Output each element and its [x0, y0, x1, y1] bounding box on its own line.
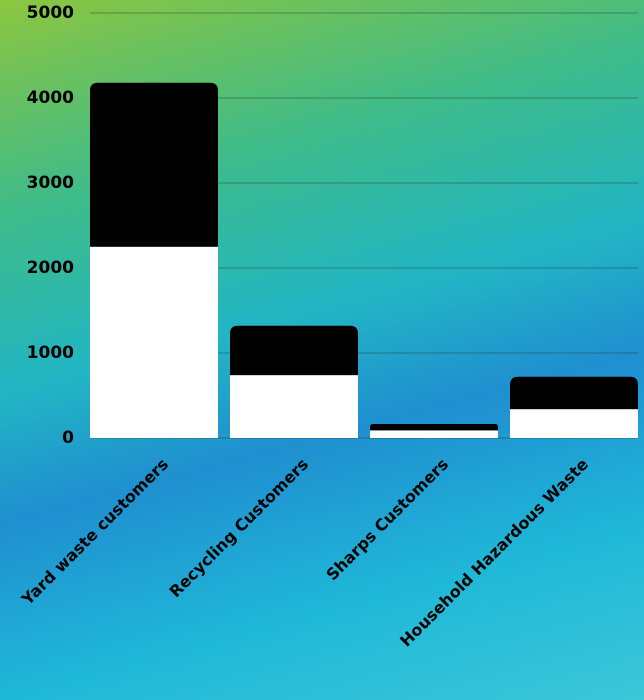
y-tick-label: 1000 [27, 343, 74, 363]
y-tick-label: 0 [62, 428, 74, 448]
bar-segment [230, 325, 358, 376]
y-tick-label: 4000 [27, 88, 74, 108]
y-tick-label: 2000 [27, 258, 74, 278]
bar-segment [510, 409, 638, 438]
y-tick-label: 5000 [27, 3, 74, 23]
x-tick-label: Sharps Customers [322, 455, 452, 585]
y-tick-label: 3000 [27, 173, 74, 193]
bar-segment [230, 375, 358, 438]
bar-segment [90, 82, 218, 247]
bar-segment [370, 430, 498, 438]
x-tick-label: Yard waste customers [17, 455, 172, 610]
bar-segment [510, 376, 638, 410]
bar-segment [90, 246, 218, 438]
bar-segment [370, 423, 498, 431]
x-tick-label: Recycling Customers [166, 455, 313, 602]
